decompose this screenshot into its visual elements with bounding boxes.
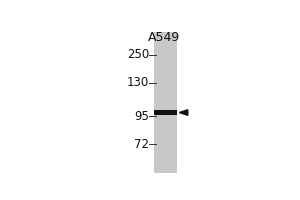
Text: 250: 250 — [127, 48, 149, 61]
Text: A549: A549 — [148, 31, 180, 44]
Bar — [154, 32, 177, 173]
Polygon shape — [179, 110, 188, 115]
Text: 72: 72 — [134, 138, 149, 151]
Text: 95: 95 — [134, 110, 149, 123]
Text: 130: 130 — [127, 76, 149, 89]
Bar — [154, 110, 177, 115]
